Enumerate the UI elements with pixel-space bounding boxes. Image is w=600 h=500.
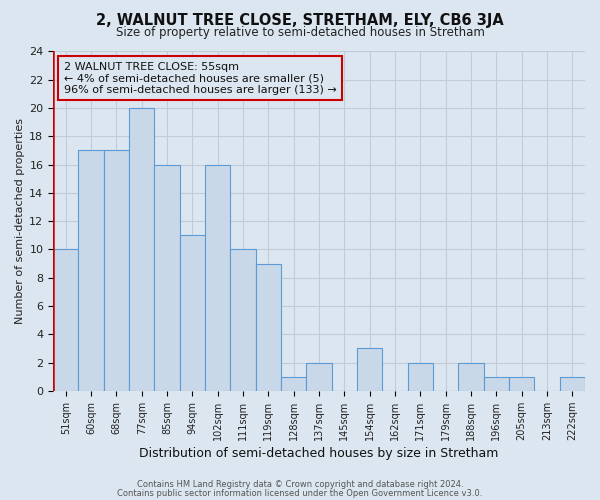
Text: Contains HM Land Registry data © Crown copyright and database right 2024.: Contains HM Land Registry data © Crown c… <box>137 480 463 489</box>
Text: Size of property relative to semi-detached houses in Stretham: Size of property relative to semi-detach… <box>116 26 484 39</box>
Text: Contains public sector information licensed under the Open Government Licence v3: Contains public sector information licen… <box>118 488 482 498</box>
Bar <box>357 348 382 391</box>
Bar <box>408 362 433 391</box>
Text: 2 WALNUT TREE CLOSE: 55sqm
← 4% of semi-detached houses are smaller (5)
96% of s: 2 WALNUT TREE CLOSE: 55sqm ← 4% of semi-… <box>64 62 337 95</box>
Bar <box>509 376 535 391</box>
Bar <box>230 250 256 391</box>
Y-axis label: Number of semi-detached properties: Number of semi-detached properties <box>15 118 25 324</box>
Bar <box>104 150 129 391</box>
Bar <box>79 150 104 391</box>
Bar <box>560 376 585 391</box>
Bar <box>484 376 509 391</box>
Bar <box>180 236 205 391</box>
Bar <box>281 376 307 391</box>
Bar <box>256 264 281 391</box>
Bar <box>205 164 230 391</box>
Text: 2, WALNUT TREE CLOSE, STRETHAM, ELY, CB6 3JA: 2, WALNUT TREE CLOSE, STRETHAM, ELY, CB6… <box>96 12 504 28</box>
Bar <box>458 362 484 391</box>
Bar <box>53 250 79 391</box>
Bar <box>154 164 180 391</box>
X-axis label: Distribution of semi-detached houses by size in Stretham: Distribution of semi-detached houses by … <box>139 447 499 460</box>
Bar <box>129 108 154 391</box>
Bar <box>307 362 332 391</box>
